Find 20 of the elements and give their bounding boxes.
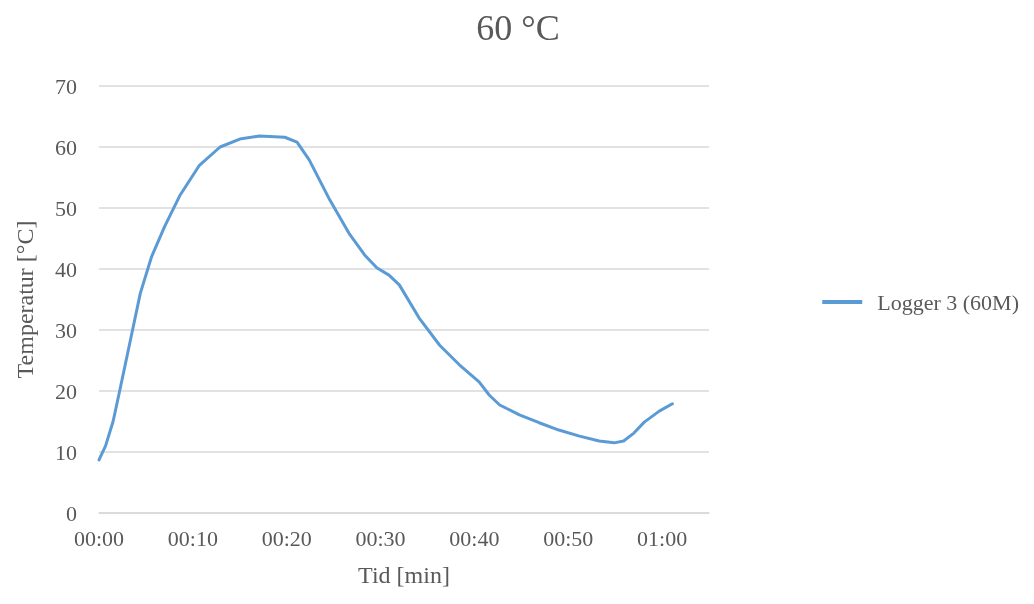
- y-tick-label: 10: [55, 439, 77, 465]
- x-tick-label: 00:50: [543, 525, 594, 551]
- y-tick-label: 30: [55, 317, 77, 343]
- x-tick-label: 00:30: [355, 525, 406, 551]
- y-tick-label: 20: [55, 378, 77, 404]
- y-tick-label: 0: [66, 500, 77, 526]
- y-tick-label: 40: [55, 256, 77, 282]
- chart-title: 60 °C: [476, 8, 560, 48]
- x-tick-label: 00:10: [167, 525, 218, 551]
- line-series: [97, 134, 674, 462]
- x-tick-label: 00:00: [73, 525, 125, 551]
- y-tick-label: 60: [55, 134, 77, 160]
- y-tick-label: 50: [55, 195, 77, 221]
- x-tick-label: 00:20: [261, 525, 312, 551]
- legend-label: Logger 3 (60M): [877, 289, 1020, 315]
- x-axis-title: Tid [min]: [358, 562, 450, 588]
- y-tick-label: 70: [55, 73, 77, 99]
- y-axis-title: Temperatur [°C]: [12, 220, 38, 379]
- x-tick-label: 00:40: [449, 525, 500, 551]
- x-tick-label: 01:00: [637, 525, 688, 551]
